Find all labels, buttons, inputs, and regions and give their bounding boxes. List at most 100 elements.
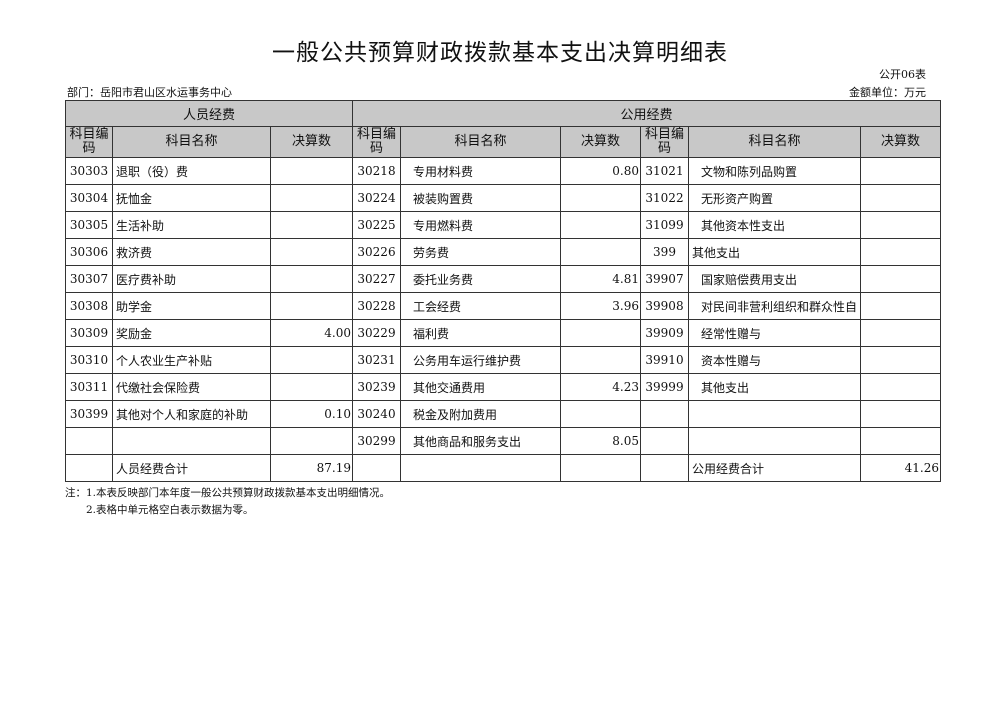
code-cell: 30309 — [65, 319, 113, 347]
amount-cell — [560, 454, 641, 482]
amount-cell — [560, 211, 641, 239]
code-cell: 30310 — [65, 346, 113, 374]
amount-cell — [860, 292, 942, 320]
amount-cell — [270, 157, 353, 185]
name-cell: 人员经费合计 — [112, 454, 271, 482]
personnel-header: 人员经费 — [65, 100, 353, 127]
code-cell: 31022 — [640, 184, 689, 212]
code-header: 科目编码 — [65, 126, 113, 158]
amount-cell — [270, 265, 353, 293]
amount-cell — [860, 157, 942, 185]
table-row: 30299 其他商品和服务支出 8.05 — [65, 427, 942, 455]
amount-cell: 41.26 — [860, 454, 942, 482]
name-cell: 退职（役）费 — [112, 157, 271, 185]
code-cell: 30218 — [352, 157, 401, 185]
code-cell: 30303 — [65, 157, 113, 185]
table-row: 30399 其他对个人和家庭的补助 0.10 30240 税金及附加费用 — [65, 400, 942, 428]
amount-cell: 0.10 — [270, 400, 353, 428]
name-cell — [112, 427, 271, 455]
name-cell: 文物和陈列品购置 — [687, 157, 862, 185]
amount-cell — [860, 265, 942, 293]
name-cell: 救济费 — [112, 238, 271, 266]
name-cell: 税金及附加费用 — [400, 400, 561, 428]
code-cell: 30231 — [352, 346, 401, 374]
amount-cell: 4.00 — [270, 319, 353, 347]
table-row: 30309 奖励金 4.00 30229 福利费 39909 经常性赠与 — [65, 319, 942, 347]
amount-cell — [270, 184, 353, 212]
amount-cell — [860, 319, 942, 347]
code-cell — [640, 454, 689, 482]
code-cell — [640, 400, 689, 428]
code-cell: 31099 — [640, 211, 689, 239]
name-cell: 劳务费 — [400, 238, 561, 266]
expenditure-table: 人员经费 公用经费 科目编码 科目名称 决算数 科目编码 科目名称 决算数 科目… — [65, 100, 942, 482]
name-cell: 其他对个人和家庭的补助 — [112, 400, 271, 428]
name-cell: 福利费 — [400, 319, 561, 347]
name-cell — [687, 427, 862, 455]
amount-header: 决算数 — [560, 126, 641, 158]
amount-cell — [860, 211, 942, 239]
table-row: 30305 生活补助 30225 专用燃料费 31099 其他资本性支出 — [65, 211, 942, 239]
code-cell: 30307 — [65, 265, 113, 293]
amount-cell — [270, 346, 353, 374]
code-cell — [65, 427, 113, 455]
name-cell: 专用燃料费 — [400, 211, 561, 239]
note-2: 2.表格中单元格空白表示数据为零。 — [86, 504, 254, 516]
amount-header: 决算数 — [860, 126, 942, 158]
code-cell: 31021 — [640, 157, 689, 185]
name-cell: 其他支出 — [687, 373, 862, 401]
code-cell: 30239 — [352, 373, 401, 401]
amount-cell: 4.81 — [560, 265, 641, 293]
code-cell: 30228 — [352, 292, 401, 320]
amount-cell — [560, 184, 641, 212]
name-cell: 经常性赠与 — [687, 319, 862, 347]
amount-cell — [560, 400, 641, 428]
name-header: 科目名称 — [400, 126, 561, 158]
page-title: 一般公共预算财政拨款基本支出决算明细表 — [272, 40, 728, 66]
code-cell: 30226 — [352, 238, 401, 266]
code-cell: 30225 — [352, 211, 401, 239]
table-row: 30306 救济费 30226 劳务费 399 其他支出 — [65, 238, 942, 266]
amount-cell — [860, 346, 942, 374]
amount-cell — [270, 292, 353, 320]
code-cell: 30229 — [352, 319, 401, 347]
code-cell: 39999 — [640, 373, 689, 401]
public-header: 公用经费 — [351, 100, 942, 127]
name-cell: 奖励金 — [112, 319, 271, 347]
table-row: 30307 医疗费补助 30227 委托业务费 4.81 39907 国家赔偿费用支出 — [65, 265, 942, 293]
amount-cell — [560, 238, 641, 266]
amount-cell — [860, 373, 942, 401]
name-cell: 其他资本性支出 — [687, 211, 862, 239]
code-cell: 399 — [640, 238, 689, 266]
amount-cell — [860, 400, 942, 428]
name-cell: 资本性赠与 — [687, 346, 862, 374]
code-cell — [640, 427, 689, 455]
amount-cell: 87.19 — [270, 454, 353, 482]
amount-cell — [860, 238, 942, 266]
form-number: 公开06表 — [879, 68, 926, 81]
code-cell: 30304 — [65, 184, 113, 212]
name-cell — [687, 400, 862, 428]
table-row: 30310 个人农业生产补贴 30231 公务用车运行维护费 39910 资本性赠与 — [65, 346, 942, 374]
name-cell: 工会经费 — [400, 292, 561, 320]
code-cell: 39909 — [640, 319, 689, 347]
amount-cell — [270, 373, 353, 401]
amount-cell — [270, 427, 353, 455]
code-cell: 39907 — [640, 265, 689, 293]
code-header: 科目编码 — [640, 126, 689, 158]
code-cell: 30308 — [65, 292, 113, 320]
amount-cell: 0.80 — [560, 157, 641, 185]
table-row: 30308 助学金 30228 工会经费 3.96 39908 对民间非营利组织和群众性自 — [65, 292, 942, 320]
code-cell — [65, 454, 113, 482]
code-cell: 30399 — [65, 400, 113, 428]
name-cell: 其他支出 — [687, 238, 862, 266]
code-cell: 30311 — [65, 373, 113, 401]
name-cell: 国家赔偿费用支出 — [687, 265, 862, 293]
name-cell: 代缴社会保险费 — [112, 373, 271, 401]
amount-cell: 3.96 — [560, 292, 641, 320]
amount-cell: 4.23 — [560, 373, 641, 401]
amount-cell — [560, 346, 641, 374]
amount-cell — [860, 427, 942, 455]
name-cell: 医疗费补助 — [112, 265, 271, 293]
amount-cell — [270, 238, 353, 266]
